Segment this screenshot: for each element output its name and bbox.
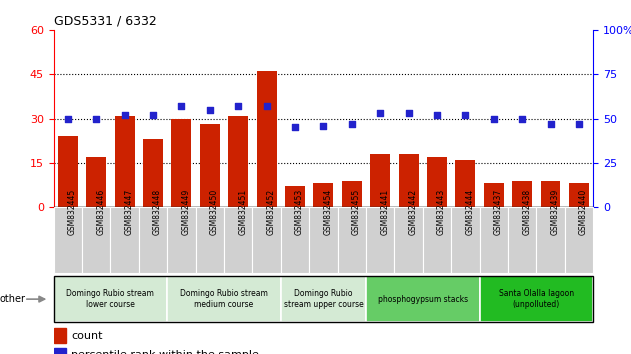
Bar	[394, 207, 423, 273]
Text: GSM832443: GSM832443	[437, 189, 446, 235]
Bar	[338, 207, 366, 273]
Text: GSM832439: GSM832439	[550, 189, 560, 235]
Text: GSM832452: GSM832452	[266, 189, 276, 235]
Bar	[309, 207, 338, 273]
Text: phosphogypsum stacks: phosphogypsum stacks	[378, 295, 468, 304]
Point	[375, 110, 385, 116]
Bar	[565, 207, 593, 273]
Bar	[139, 207, 167, 273]
Point	[63, 116, 73, 121]
Bar	[172, 119, 191, 207]
Bar	[480, 207, 508, 273]
Text: GSM832446: GSM832446	[97, 189, 105, 235]
Bar	[456, 160, 475, 207]
Text: Domingo Rubio stream
lower course: Domingo Rubio stream lower course	[66, 290, 155, 309]
Bar	[484, 183, 504, 207]
Bar	[110, 207, 139, 273]
Bar	[167, 276, 281, 322]
Bar	[342, 181, 362, 207]
Text: GSM832447: GSM832447	[125, 189, 134, 235]
Point	[319, 123, 329, 129]
Bar	[228, 116, 248, 207]
Bar	[82, 207, 110, 273]
Point	[545, 121, 556, 127]
Bar	[54, 207, 82, 273]
Bar	[480, 276, 593, 322]
Bar	[196, 207, 224, 273]
Text: Domingo Rubio
stream upper course: Domingo Rubio stream upper course	[283, 290, 363, 309]
Point	[347, 121, 357, 127]
Bar	[281, 207, 309, 273]
Bar	[512, 181, 532, 207]
Point	[574, 121, 584, 127]
Bar	[115, 116, 134, 207]
Text: GSM832442: GSM832442	[409, 189, 418, 235]
Bar	[508, 207, 536, 273]
Text: GSM832451: GSM832451	[239, 189, 247, 235]
Bar	[143, 139, 163, 207]
Bar	[167, 207, 196, 273]
Bar	[54, 329, 66, 343]
Text: GSM832454: GSM832454	[324, 189, 333, 235]
Text: GSM832445: GSM832445	[68, 189, 77, 235]
Bar	[86, 157, 106, 207]
Bar	[366, 207, 394, 273]
Point	[489, 116, 499, 121]
Point	[404, 110, 414, 116]
Point	[261, 103, 271, 109]
Text: GSM832440: GSM832440	[579, 189, 588, 235]
Text: GSM832441: GSM832441	[380, 189, 389, 235]
Bar	[224, 207, 252, 273]
Text: GSM832444: GSM832444	[465, 189, 475, 235]
Text: GSM832455: GSM832455	[352, 189, 361, 235]
Bar	[451, 207, 480, 273]
Bar	[370, 154, 390, 207]
Bar	[314, 183, 333, 207]
Text: GDS5331 / 6332: GDS5331 / 6332	[54, 14, 156, 27]
Point	[517, 116, 528, 121]
Bar	[54, 348, 66, 354]
Bar	[285, 187, 305, 207]
Text: other: other	[0, 294, 26, 304]
Bar	[257, 72, 276, 207]
Bar	[200, 125, 220, 207]
Text: GSM832437: GSM832437	[494, 189, 503, 235]
Text: GSM832438: GSM832438	[522, 189, 531, 235]
Bar	[399, 154, 418, 207]
Text: GSM832450: GSM832450	[209, 189, 219, 235]
Text: count: count	[71, 331, 102, 341]
Point	[233, 103, 244, 109]
Point	[432, 112, 442, 118]
Bar	[281, 276, 366, 322]
Point	[148, 112, 158, 118]
Point	[177, 103, 187, 109]
Point	[460, 112, 470, 118]
Text: Domingo Rubio stream
medium course: Domingo Rubio stream medium course	[180, 290, 268, 309]
Bar	[423, 207, 451, 273]
Bar	[541, 181, 560, 207]
Bar	[536, 207, 565, 273]
Bar	[54, 276, 167, 322]
Point	[204, 107, 215, 113]
Text: Santa Olalla lagoon
(unpolluted): Santa Olalla lagoon (unpolluted)	[498, 290, 574, 309]
Point	[290, 125, 300, 130]
Bar	[252, 207, 281, 273]
Bar	[427, 157, 447, 207]
Point	[91, 116, 102, 121]
Text: GSM832448: GSM832448	[153, 189, 162, 235]
Bar	[569, 183, 589, 207]
Text: percentile rank within the sample: percentile rank within the sample	[71, 350, 259, 354]
Bar	[58, 136, 78, 207]
Bar	[366, 276, 480, 322]
Point	[120, 112, 130, 118]
Text: GSM832453: GSM832453	[295, 189, 304, 235]
Text: GSM832449: GSM832449	[182, 189, 191, 235]
